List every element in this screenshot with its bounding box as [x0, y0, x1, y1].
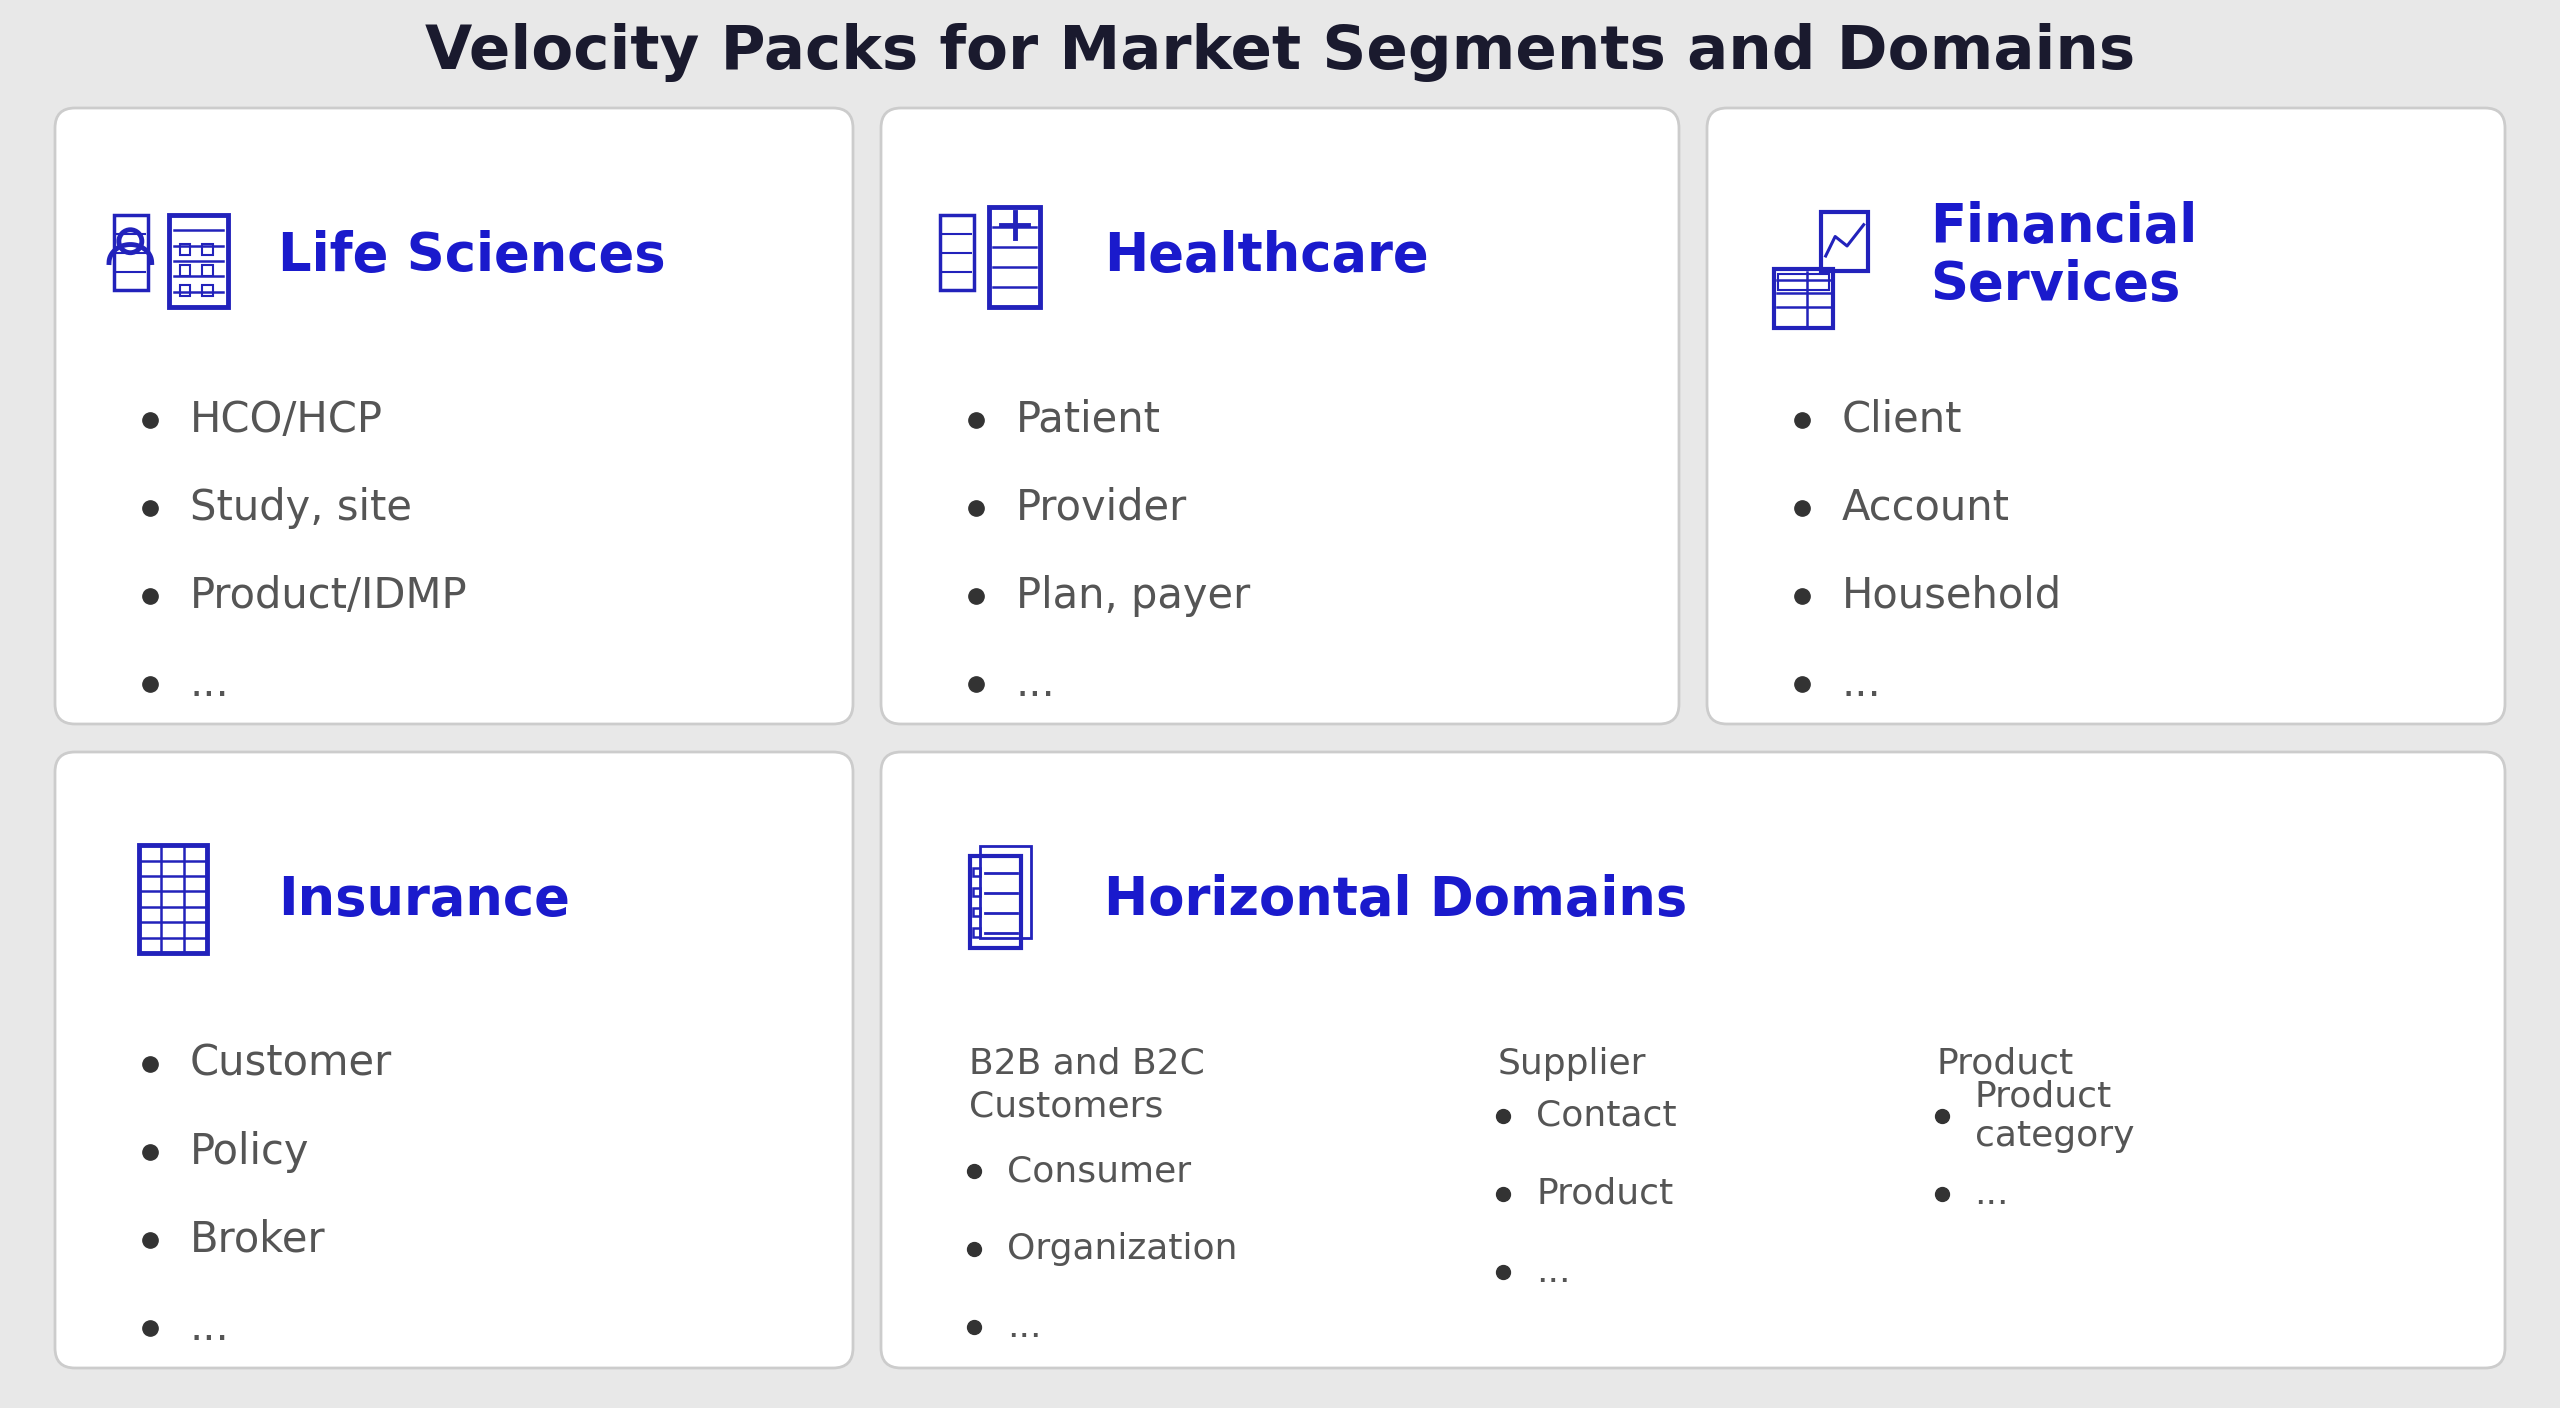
Text: Product: Product	[1536, 1177, 1674, 1211]
Text: HCO/HCP: HCO/HCP	[189, 398, 384, 441]
Text: Insurance: Insurance	[279, 874, 571, 926]
Bar	[169, 215, 228, 307]
Text: B2B and B2C
Customers: B2B and B2C Customers	[970, 1048, 1206, 1124]
Text: Life Sciences: Life Sciences	[279, 230, 666, 282]
Text: Contact: Contact	[1536, 1100, 1677, 1133]
Bar	[138, 845, 207, 953]
Text: Provider: Provider	[1016, 487, 1188, 529]
Text: Supplier: Supplier	[1498, 1048, 1646, 1081]
Bar	[115, 215, 148, 290]
Bar	[973, 928, 980, 936]
Bar	[988, 207, 1039, 307]
Bar	[179, 245, 189, 255]
Bar	[980, 846, 1032, 938]
FancyBboxPatch shape	[881, 752, 2506, 1369]
Text: Patient: Patient	[1016, 398, 1162, 441]
Bar	[940, 215, 975, 290]
Text: Velocity Packs for Market Segments and Domains: Velocity Packs for Market Segments and D…	[425, 24, 2135, 83]
Text: Household: Household	[1843, 574, 2063, 617]
Bar	[202, 265, 212, 276]
Text: Healthcare: Healthcare	[1103, 230, 1428, 282]
Text: Customer: Customer	[189, 1043, 392, 1086]
Text: Policy: Policy	[189, 1131, 310, 1173]
Text: Product: Product	[1935, 1048, 2074, 1081]
Bar	[202, 284, 212, 296]
Text: Organization: Organization	[1006, 1232, 1236, 1266]
Bar	[179, 265, 189, 276]
Text: Product/IDMP: Product/IDMP	[189, 574, 468, 617]
Text: Client: Client	[1843, 398, 1964, 441]
FancyBboxPatch shape	[1708, 108, 2506, 724]
Text: Study, site: Study, site	[189, 487, 412, 529]
Text: Account: Account	[1843, 487, 2010, 529]
Text: Plan, payer: Plan, payer	[1016, 574, 1249, 617]
Text: ...: ...	[1006, 1309, 1042, 1345]
Bar	[1774, 269, 1833, 328]
FancyBboxPatch shape	[54, 108, 852, 724]
Bar	[970, 856, 1021, 948]
Text: Broker: Broker	[189, 1219, 325, 1262]
FancyBboxPatch shape	[881, 108, 1679, 724]
Text: Consumer: Consumer	[1006, 1155, 1190, 1188]
Text: ...: ...	[189, 663, 230, 705]
Bar	[973, 867, 980, 876]
Text: ...: ...	[189, 1307, 230, 1349]
Text: Horizontal Domains: Horizontal Domains	[1103, 874, 1687, 926]
Bar	[202, 245, 212, 255]
Bar	[973, 908, 980, 917]
Text: ...: ...	[1843, 663, 1882, 705]
Text: ...: ...	[1974, 1177, 2010, 1211]
FancyBboxPatch shape	[54, 752, 852, 1369]
Bar	[1820, 211, 1869, 270]
Bar	[973, 888, 980, 895]
Text: ...: ...	[1536, 1255, 1572, 1288]
Bar	[179, 284, 189, 296]
Text: Product
category: Product category	[1974, 1080, 2135, 1153]
Text: Financial
Services: Financial Services	[1930, 201, 2196, 311]
Text: ...: ...	[1016, 663, 1055, 705]
Bar	[1779, 275, 1828, 290]
